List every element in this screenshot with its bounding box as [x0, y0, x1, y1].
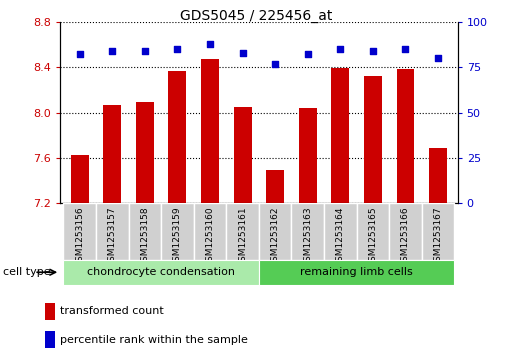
Bar [234, 107, 252, 203]
Text: GSM1253161: GSM1253161 [238, 206, 247, 267]
Point [336, 46, 345, 52]
Bar [45, 331, 55, 348]
Bar [201, 59, 219, 203]
Bar [324, 203, 357, 260]
Text: chondrocyte condensation: chondrocyte condensation [87, 267, 235, 277]
Text: GSM1253165: GSM1253165 [368, 206, 378, 267]
Bar [422, 203, 454, 260]
Point [108, 48, 117, 54]
Text: GSM1253158: GSM1253158 [140, 206, 150, 267]
Text: GSM1253156: GSM1253156 [75, 206, 84, 267]
Text: percentile rank within the sample: percentile rank within the sample [60, 335, 248, 345]
Bar [45, 303, 55, 320]
Point [369, 48, 377, 54]
Text: GSM1253164: GSM1253164 [336, 206, 345, 266]
Point [206, 41, 214, 46]
Bar [226, 203, 259, 260]
Text: GSM1253167: GSM1253167 [434, 206, 442, 267]
Bar [389, 203, 422, 260]
Point [434, 55, 442, 61]
Text: GSM1253159: GSM1253159 [173, 206, 182, 267]
Bar [63, 203, 96, 260]
Bar [259, 260, 454, 285]
Bar [396, 69, 414, 203]
Bar [357, 203, 389, 260]
Bar [266, 170, 284, 203]
Text: cell type: cell type [3, 267, 50, 277]
Text: GSM1253162: GSM1253162 [271, 206, 280, 266]
Text: transformed count: transformed count [60, 306, 164, 316]
Bar [429, 148, 447, 203]
Bar [96, 203, 129, 260]
Bar [194, 203, 226, 260]
Point [75, 52, 84, 57]
Point [238, 50, 247, 56]
Text: GSM1253166: GSM1253166 [401, 206, 410, 267]
Point [141, 48, 149, 54]
Bar [161, 203, 194, 260]
Bar [332, 68, 349, 203]
Point [173, 46, 181, 52]
Point [303, 52, 312, 57]
Text: remaining limb cells: remaining limb cells [300, 267, 413, 277]
Bar [71, 155, 89, 203]
Bar [168, 70, 186, 203]
Bar [299, 108, 317, 203]
Bar [136, 102, 154, 203]
Bar [104, 105, 121, 203]
Bar [291, 203, 324, 260]
Text: GSM1253157: GSM1253157 [108, 206, 117, 267]
Bar [129, 203, 161, 260]
Text: GSM1253163: GSM1253163 [303, 206, 312, 267]
Bar [259, 203, 291, 260]
Bar [364, 76, 382, 203]
Text: GSM1253160: GSM1253160 [206, 206, 214, 267]
Point [271, 61, 279, 66]
Point [401, 46, 410, 52]
Bar [63, 260, 259, 285]
Text: GDS5045 / 225456_at: GDS5045 / 225456_at [180, 9, 333, 23]
